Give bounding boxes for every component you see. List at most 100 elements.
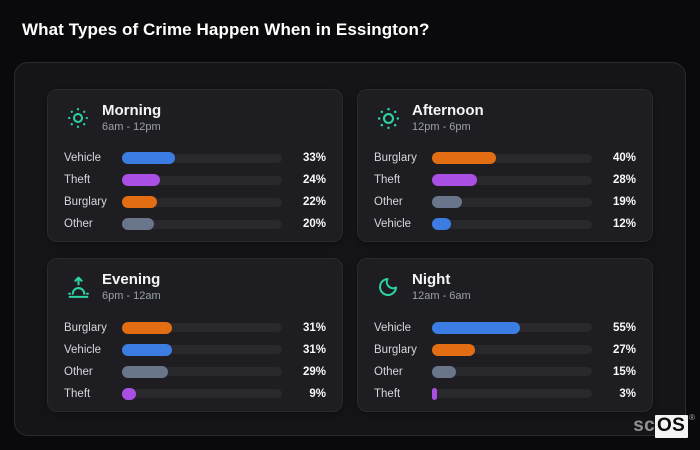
scos-logo: sc OS ® — [633, 413, 695, 438]
bar — [122, 152, 282, 165]
bar-fill — [432, 196, 463, 209]
percent-value: 33% — [302, 152, 326, 165]
bar-fill — [432, 321, 520, 334]
bar-row: Vehicle 31% — [64, 343, 326, 357]
bar — [122, 343, 282, 356]
percent-value: 55% — [612, 321, 636, 334]
percent-value: 40% — [612, 152, 636, 165]
bar-fill — [432, 152, 496, 165]
bar-track — [122, 345, 282, 355]
percent-value: 22% — [302, 196, 326, 209]
morning-time-range: 6am - 12pm — [102, 121, 161, 133]
bar-track — [432, 197, 592, 207]
bar-fill — [122, 387, 137, 400]
percent-value: 19% — [612, 196, 636, 209]
bar — [432, 196, 592, 209]
afternoon-time-range: 12pm - 6pm — [412, 121, 471, 133]
bar — [122, 365, 282, 378]
bar-fill — [122, 321, 172, 334]
bar-row: Other 29% — [64, 365, 326, 379]
afternoon-title: Afternoon — [412, 102, 484, 119]
bar — [432, 343, 592, 356]
crime-type-label: Theft — [374, 174, 401, 187]
crime-type-label: Vehicle — [374, 218, 412, 231]
bar-fill — [432, 174, 477, 187]
bar-track — [432, 219, 592, 229]
crime-type-label: Other — [64, 365, 93, 378]
bar-track — [122, 153, 282, 163]
night-card: Night 12am - 6am Vehicle 55% Burglary 27… — [357, 258, 653, 412]
bar-track — [122, 323, 282, 333]
bar-track — [432, 389, 592, 399]
bar — [432, 365, 592, 378]
bar-row: Burglary 31% — [64, 321, 326, 335]
crime-type-label: Vehicle — [374, 321, 412, 334]
bar-track — [432, 367, 592, 377]
crime-type-label: Burglary — [374, 152, 417, 165]
bar-row: Theft 9% — [64, 387, 326, 401]
evening-time-range: 6pm - 12am — [102, 290, 161, 303]
evening-header-text: Evening 6pm - 12am — [102, 271, 161, 303]
bar-fill — [432, 343, 476, 356]
percent-value: 29% — [302, 365, 326, 378]
afternoon-bar-list: Burglary 40% Theft 28% Other 19% Vehicle — [370, 151, 640, 231]
evening-bar-list: Burglary 31% Vehicle 31% Other 29% Theft — [60, 321, 330, 401]
bar — [122, 174, 282, 187]
bar-row: Burglary 22% — [64, 195, 326, 209]
crime-type-label: Burglary — [64, 196, 107, 209]
bar-track — [122, 175, 282, 185]
scos-logo-prefix: sc — [633, 415, 656, 436]
bar-fill — [122, 196, 158, 209]
percent-value: 31% — [302, 321, 326, 334]
bar-track — [122, 367, 282, 377]
bar — [432, 152, 592, 165]
morning-card-header: Morning 6am - 12pm — [60, 100, 330, 134]
bar-row: Other 20% — [64, 217, 326, 231]
crime-type-label: Vehicle — [64, 152, 102, 165]
registered-trademark-icon: ® — [689, 413, 695, 422]
bar-fill — [122, 343, 172, 356]
bar-row: Burglary 40% — [374, 151, 636, 165]
bar-row: Theft 3% — [374, 387, 636, 401]
afternoon-header-text: Afternoon 12pm - 6pm — [412, 102, 484, 134]
night-header-text: Night 12am - 6am — [412, 271, 471, 303]
sunset-icon — [64, 273, 92, 301]
bar-row: Theft 28% — [374, 173, 636, 187]
bar-fill — [122, 365, 169, 378]
bar — [122, 196, 282, 209]
morning-header-text: Morning 6am - 12pm — [102, 102, 161, 134]
bar-track — [432, 153, 592, 163]
bar-fill — [432, 365, 456, 378]
morning-card: Morning 6am - 12pm Vehicle 33% Theft 24%… — [47, 89, 343, 243]
night-title: Night — [412, 271, 451, 289]
crime-type-label: Vehicle — [64, 343, 102, 356]
percent-value: 3% — [619, 387, 636, 400]
bar — [432, 321, 592, 334]
bar-fill — [122, 174, 161, 187]
percent-value: 12% — [612, 218, 636, 231]
percent-value: 31% — [302, 343, 326, 356]
morning-title: Morning — [102, 102, 162, 119]
percent-value: 20% — [302, 218, 326, 231]
crime-type-label: Theft — [64, 174, 91, 187]
afternoon-card-header: Afternoon 12pm - 6pm — [370, 100, 640, 134]
crime-type-label: Burglary — [64, 321, 107, 334]
bar-row: Vehicle 12% — [374, 217, 636, 231]
bar-fill — [122, 218, 154, 231]
crime-type-label: Other — [64, 218, 93, 231]
bar-fill — [122, 152, 175, 165]
bar-track — [432, 175, 592, 185]
crime-type-label: Other — [374, 196, 403, 209]
page-title: What Types of Crime Happen When in Essin… — [22, 20, 430, 39]
bar-fill — [432, 218, 452, 231]
bar-track — [122, 389, 282, 399]
bar — [432, 218, 592, 231]
percent-value: 9% — [309, 387, 326, 400]
night-time-range: 12am - 6am — [412, 290, 471, 303]
bar — [122, 387, 282, 400]
bar-row: Other 15% — [374, 365, 636, 379]
bar-row: Vehicle 33% — [64, 151, 326, 165]
sun-icon — [374, 104, 402, 132]
bar-track — [122, 219, 282, 229]
card-grid: Morning 6am - 12pm Vehicle 33% Theft 24%… — [47, 89, 653, 412]
